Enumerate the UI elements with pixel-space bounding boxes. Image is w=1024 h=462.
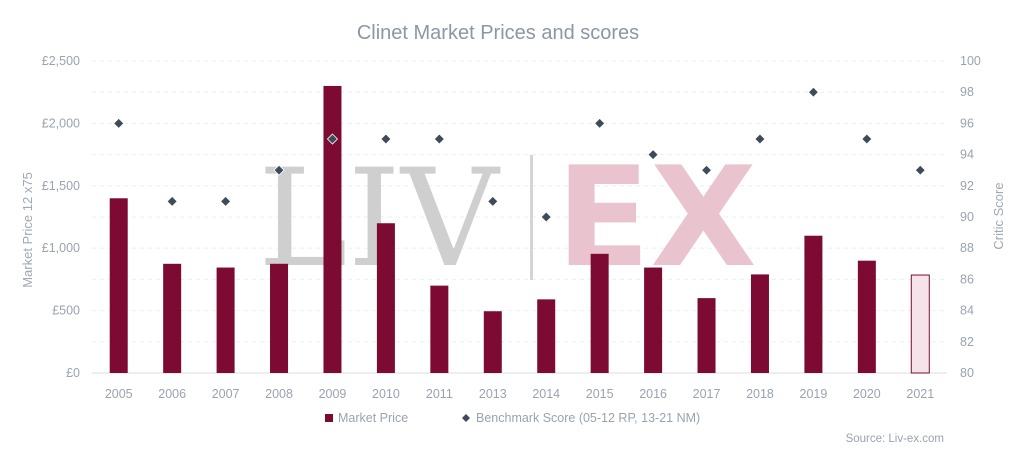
y2-tick-label: 80 bbox=[960, 366, 974, 380]
bar bbox=[430, 285, 449, 373]
x-tick-label: 2016 bbox=[639, 387, 667, 401]
y2-axis-title: Critic Score bbox=[991, 182, 1006, 249]
x-tick-label: 2005 bbox=[105, 387, 133, 401]
bar bbox=[910, 274, 930, 374]
x-tick-label: 2011 bbox=[426, 387, 453, 401]
score-point bbox=[166, 195, 178, 207]
legend: Market Price Benchmark Score (05-12 RP, … bbox=[325, 411, 700, 425]
score-point bbox=[700, 164, 713, 176]
score-point bbox=[914, 164, 926, 176]
bar-series bbox=[109, 85, 930, 374]
y-tick-label: £500 bbox=[52, 304, 80, 318]
bar bbox=[216, 267, 235, 373]
y2-tick-label: 94 bbox=[960, 148, 974, 162]
y2-tick-label: 90 bbox=[960, 210, 974, 224]
watermark-divider bbox=[530, 155, 533, 280]
bar bbox=[644, 267, 663, 373]
bar bbox=[323, 85, 342, 374]
x-tick-label: 2018 bbox=[746, 387, 774, 401]
x-axis: 2005 2006 2007 2008 2009 2010 2011 2013 2014 2015… bbox=[105, 387, 934, 401]
score-point bbox=[113, 117, 125, 129]
scatter-series bbox=[113, 86, 926, 223]
y-tick-label: £2,500 bbox=[42, 54, 80, 68]
score-point bbox=[380, 133, 392, 145]
y2-tick-label: 100 bbox=[960, 54, 981, 68]
y2-tick-label: 84 bbox=[960, 304, 974, 318]
score-point bbox=[487, 195, 499, 207]
bar bbox=[750, 274, 769, 373]
y-tick-label: £0 bbox=[66, 366, 80, 380]
x-tick-label: 2021 bbox=[906, 387, 934, 401]
y-tick-label: £1,000 bbox=[42, 241, 80, 255]
bar bbox=[697, 298, 716, 373]
x-tick-label: 2007 bbox=[212, 387, 240, 401]
chart-title: Clinet Market Prices and scores bbox=[357, 22, 639, 44]
score-point bbox=[594, 117, 606, 129]
score-point bbox=[540, 211, 552, 223]
legend-swatch-benchmark-score bbox=[462, 414, 470, 422]
score-point bbox=[861, 133, 873, 145]
bar bbox=[537, 299, 556, 373]
bar bbox=[109, 198, 128, 373]
bar bbox=[857, 260, 876, 373]
y-tick-label: £1,500 bbox=[42, 179, 80, 193]
legend-label-market-price: Market Price bbox=[338, 411, 408, 425]
y-axis-title: Market Price 12 x75 bbox=[20, 172, 35, 288]
y-axis-right: 80 82 84 86 88 90 92 94 96 98 100 bbox=[960, 54, 981, 380]
x-tick-label: 2010 bbox=[372, 387, 400, 401]
legend-label-benchmark-score: Benchmark Score (05-12 RP, 13-21 NM) bbox=[476, 411, 700, 425]
x-tick-label: 2014 bbox=[532, 387, 560, 401]
y2-tick-label: 96 bbox=[960, 116, 974, 130]
x-tick-label: 2020 bbox=[853, 387, 881, 401]
score-point bbox=[326, 133, 339, 145]
x-tick-label: 2006 bbox=[158, 387, 186, 401]
y2-tick-label: 86 bbox=[960, 272, 974, 286]
bar bbox=[270, 263, 289, 373]
x-tick-label: 2017 bbox=[693, 387, 721, 401]
y-tick-label: £2,000 bbox=[42, 116, 80, 130]
score-point bbox=[647, 149, 659, 161]
y2-tick-label: 88 bbox=[960, 241, 974, 255]
y2-tick-label: 92 bbox=[960, 179, 974, 193]
score-point bbox=[807, 86, 819, 98]
y-axis-left: £0 £500 £1,000 £1,500 £2,000 £2,500 bbox=[42, 54, 80, 380]
score-point bbox=[273, 164, 285, 176]
score-point bbox=[220, 195, 232, 207]
x-tick-label: 2013 bbox=[479, 387, 507, 401]
bar bbox=[590, 253, 609, 373]
x-tick-label: 2008 bbox=[265, 387, 293, 401]
x-tick-label: 2019 bbox=[800, 387, 828, 401]
x-tick-label: 2009 bbox=[319, 387, 347, 401]
bar bbox=[483, 311, 502, 373]
y2-tick-label: 82 bbox=[960, 335, 974, 349]
bar bbox=[376, 223, 395, 373]
bar bbox=[163, 263, 182, 373]
score-point bbox=[433, 133, 445, 145]
legend-swatch-market-price bbox=[325, 414, 333, 422]
x-tick-label: 2015 bbox=[586, 387, 614, 401]
source-note: Source: Liv-ex.com bbox=[846, 433, 944, 445]
bar bbox=[804, 235, 823, 373]
y2-tick-label: 98 bbox=[960, 85, 974, 99]
score-point bbox=[754, 133, 766, 145]
